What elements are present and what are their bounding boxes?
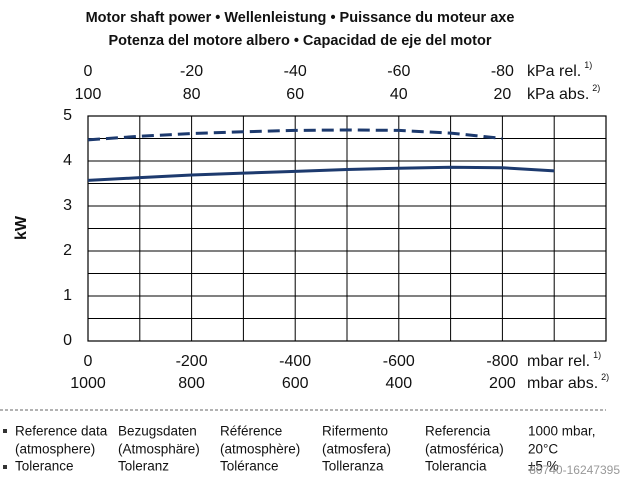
note-text: Toleranz <box>118 459 169 474</box>
note-text: Tolérance <box>220 459 279 474</box>
footnote-mark: 1) <box>584 60 592 70</box>
footnote-mark: 2) <box>592 83 600 93</box>
note-text: (atmosphere) <box>15 442 95 457</box>
x-tick-label: 600 <box>282 375 309 392</box>
axis-unit: mbar rel. <box>527 353 590 370</box>
note-text: (atmosférica) <box>425 442 504 457</box>
y-axis-label: kW <box>13 215 30 240</box>
note-text: 1000 mbar, <box>528 424 596 439</box>
x-axis-label: kPa rel. 1) <box>527 60 592 80</box>
y-tick-label: 2 <box>63 242 72 259</box>
note-text: Référence <box>220 424 282 439</box>
x-axis-label: kPa abs. 2) <box>527 83 600 103</box>
y-tick-label: 3 <box>63 197 72 214</box>
x-tick-label: 800 <box>178 375 205 392</box>
x-tick-label: -200 <box>176 353 208 370</box>
x-tick-label: 20 <box>494 86 512 103</box>
note-text: Tolleranza <box>322 459 384 474</box>
line-series <box>87 165 555 182</box>
bullet <box>3 465 7 469</box>
note-text: ±5 % <box>528 459 559 474</box>
x-tick-label: -600 <box>383 353 415 370</box>
note-text: (atmosfera) <box>322 442 391 457</box>
x-axis-label: mbar abs. 2) <box>527 372 609 392</box>
x-axis-label: mbar rel. 1) <box>527 350 601 370</box>
plot-border <box>87 115 607 342</box>
axis-unit: mbar abs. <box>527 375 598 392</box>
note-text: Tolerancia <box>425 459 487 474</box>
y-tick-label: 4 <box>63 152 72 169</box>
x-tick-label: 40 <box>390 86 408 103</box>
x-tick-label: -400 <box>279 353 311 370</box>
watermark: 80740-16247395 <box>529 463 620 477</box>
x-tick-label: 0 <box>84 63 93 80</box>
y-tick-label: 0 <box>63 332 72 349</box>
axis-unit: kPa abs. <box>527 86 589 103</box>
axis-unit: kPa rel. <box>527 63 581 80</box>
note-text: Referencia <box>425 424 491 439</box>
x-tick-label: 60 <box>286 86 304 103</box>
footnote-mark: 2) <box>601 372 609 382</box>
note-text: Bezugsdaten <box>118 424 197 439</box>
y-tick-label: 1 <box>63 287 72 304</box>
x-tick-label: -60 <box>387 63 410 80</box>
chart-title: Potenza del motore albero • Capacidad de… <box>109 33 492 49</box>
note-text: (atmosphère) <box>220 442 300 457</box>
x-tick-label: 400 <box>385 375 412 392</box>
x-tick-label: -800 <box>486 353 518 370</box>
x-tick-label: 100 <box>75 86 102 103</box>
line-series <box>87 128 503 142</box>
x-tick-label: 200 <box>489 375 516 392</box>
x-tick-label: -20 <box>180 63 203 80</box>
x-tick-label: 80 <box>183 86 201 103</box>
note-text: Rifermento <box>322 424 388 439</box>
footnote-mark: 1) <box>593 350 601 360</box>
note-text: Reference data <box>15 424 108 439</box>
note-text: (Atmosphäre) <box>118 442 200 457</box>
chart-title: Motor shaft power • Wellenleistung • Pui… <box>86 10 515 26</box>
x-tick-label: -40 <box>284 63 307 80</box>
x-tick-label: 0 <box>84 353 93 370</box>
note-text: 20°C <box>528 442 558 457</box>
bullet <box>3 429 7 433</box>
x-tick-label: -80 <box>491 63 514 80</box>
y-tick-label: 5 <box>63 107 72 124</box>
x-tick-label: 1000 <box>70 375 106 392</box>
note-text: Tolerance <box>15 459 74 474</box>
